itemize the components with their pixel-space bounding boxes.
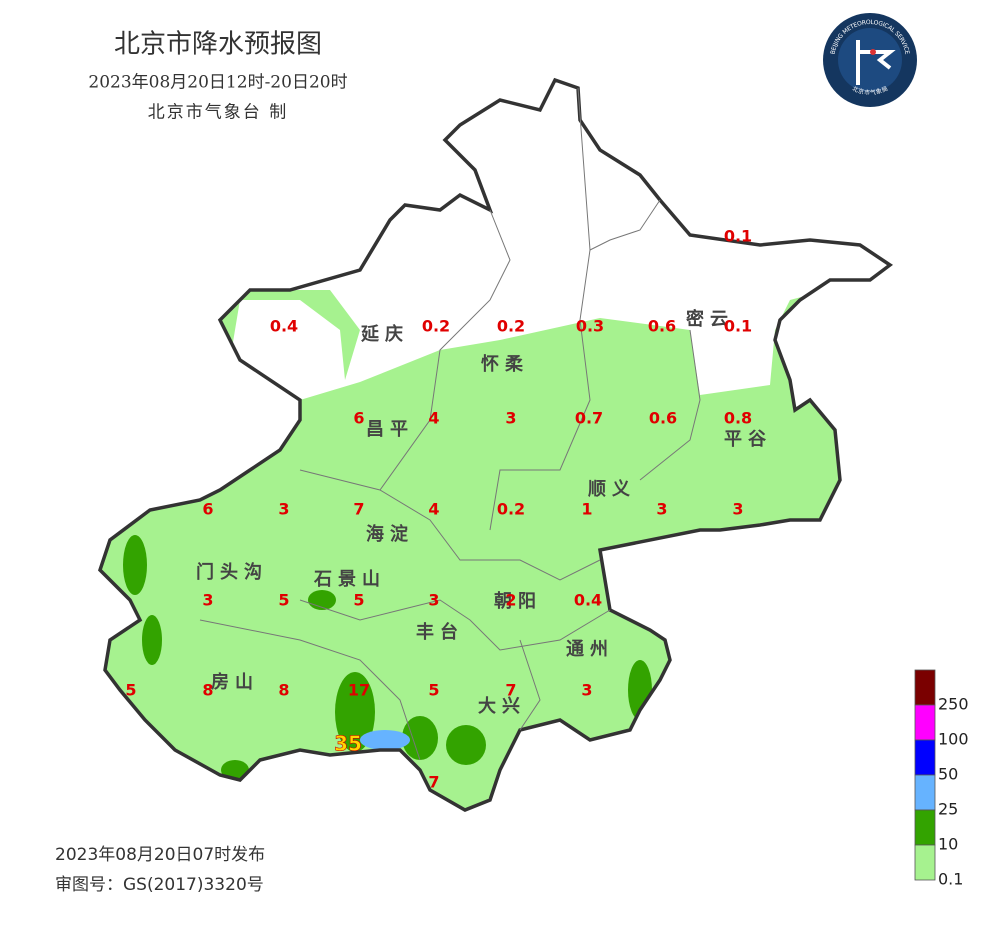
district-name: 房山 bbox=[211, 671, 259, 693]
station-value: 3 bbox=[202, 591, 213, 610]
station-value: 8 bbox=[202, 681, 213, 700]
district-name: 海淀 bbox=[366, 523, 414, 545]
station-value: 0.4 bbox=[574, 591, 602, 610]
district-boundaries bbox=[199, 87, 701, 761]
station-value: 1 bbox=[581, 500, 592, 519]
producer: 北京市气象台 制 bbox=[148, 103, 288, 123]
station-value: 0.1 bbox=[724, 227, 752, 246]
district-name: 昌平 bbox=[366, 419, 414, 440]
district-name: 平谷 bbox=[724, 429, 772, 450]
district-name: 石景山 bbox=[313, 569, 386, 590]
station-value: 5 bbox=[278, 591, 289, 610]
station-value: 3 bbox=[732, 500, 743, 519]
legend-label: 250 bbox=[938, 695, 969, 714]
district-name: 顺义 bbox=[588, 478, 636, 500]
legend-swatch bbox=[914, 844, 936, 881]
legend-label: 50 bbox=[938, 765, 958, 784]
station-values: 0.1 0.4 0.2 0.2 0.3 0.6 0.1 6 4 3 0.7 0.6 0.8 6 3 7 4 0.2… bbox=[125, 227, 752, 792]
logo: BEIJING METEOROLOGICAL SERVICE 北京市气象局 bbox=[823, 13, 917, 107]
station-value: 6 bbox=[202, 500, 213, 519]
station-value: 3 bbox=[581, 681, 592, 700]
station-value: 2 bbox=[505, 591, 516, 610]
station-value: 7 bbox=[353, 500, 364, 519]
legend-label: 100 bbox=[938, 730, 969, 749]
station-value: 7 bbox=[428, 773, 439, 792]
district-name: 丰台 bbox=[416, 621, 464, 643]
station-value: 0.3 bbox=[576, 317, 604, 336]
station-value: 3 bbox=[656, 500, 667, 519]
legend-label: 0.1 bbox=[938, 870, 963, 889]
station-value: 17 bbox=[348, 681, 370, 700]
approval-number: 审图号：GS(2017)3320号 bbox=[55, 875, 264, 895]
station-value: 3 bbox=[278, 500, 289, 519]
legend-swatch bbox=[914, 704, 936, 741]
legend-swatch bbox=[914, 809, 936, 846]
station-value: 4 bbox=[428, 500, 439, 519]
station-value: 8 bbox=[278, 681, 289, 700]
station-value: 0.6 bbox=[649, 409, 677, 428]
station-value: 5 bbox=[125, 681, 136, 700]
legend-label: 10 bbox=[938, 835, 958, 854]
station-value: 0.6 bbox=[648, 317, 676, 336]
issue-time: 2023年08月20日07时发布 bbox=[55, 845, 265, 865]
district-name: 延庆 bbox=[360, 323, 409, 345]
station-value: 4 bbox=[428, 409, 439, 428]
legend: 250 100 50 25 10 0.1 bbox=[914, 669, 969, 889]
district-name: 怀柔 bbox=[481, 354, 529, 375]
station-value: 0.1 bbox=[724, 317, 752, 336]
district-name: 通州 bbox=[566, 639, 614, 660]
district-name: 门头沟 bbox=[196, 561, 268, 583]
legend-swatch bbox=[914, 669, 936, 706]
station-value: 35 bbox=[334, 732, 362, 756]
forecast-period: 2023年08月20日12时-20日20时 bbox=[88, 73, 347, 93]
station-value: 7 bbox=[505, 681, 516, 700]
station-value: 0.2 bbox=[422, 317, 450, 336]
station-value: 3 bbox=[428, 591, 439, 610]
district-name: 朝阳 bbox=[494, 590, 542, 612]
station-value: 5 bbox=[428, 681, 439, 700]
legend-label: 25 bbox=[938, 800, 958, 819]
station-value: 0.7 bbox=[575, 409, 603, 428]
map-title: 北京市降水预报图 bbox=[114, 30, 322, 60]
legend-swatch bbox=[914, 739, 936, 776]
station-value: 3 bbox=[505, 409, 516, 428]
station-value: 0.4 bbox=[270, 317, 298, 336]
station-value: 0.8 bbox=[724, 409, 752, 428]
legend-swatch bbox=[914, 774, 936, 811]
station-value: 0.2 bbox=[497, 317, 525, 336]
station-value: 0.2 bbox=[497, 500, 525, 519]
district-name: 大兴 bbox=[478, 695, 526, 717]
station-value: 6 bbox=[353, 409, 364, 428]
station-value: 5 bbox=[353, 591, 364, 610]
district-name: 密云 bbox=[686, 308, 734, 330]
